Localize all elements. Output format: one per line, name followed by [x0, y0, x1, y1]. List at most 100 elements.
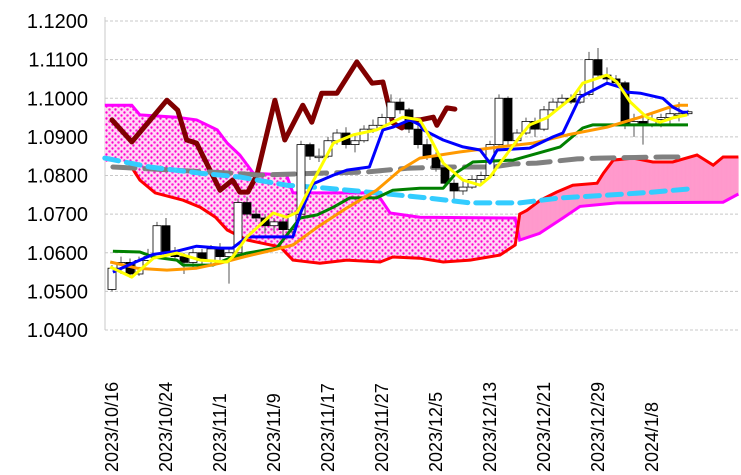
cloud-segment-bearish: [372, 192, 375, 262]
cloud-segment-bearish: [338, 192, 342, 262]
candle: [269, 217, 279, 232]
cloud-segment-bearish: [266, 173, 270, 245]
cloud-segment-bearish: [111, 105, 114, 162]
cloud-segment-bearish: [444, 217, 447, 262]
cloud-segment-bearish: [138, 113, 141, 181]
cloud-segment-bearish: [505, 217, 508, 252]
candle-body-up: [458, 186, 468, 192]
cloud-segment-bearish: [487, 217, 490, 258]
cloud-segment-bearish: [361, 192, 364, 262]
green-line: [112, 123, 688, 267]
cloud-segment-bullish: [536, 200, 540, 235]
cloud-segment-bearish: [491, 217, 495, 257]
cloud-segment-bearish: [199, 121, 202, 209]
cloud-segment-bearish: [161, 116, 164, 196]
y-tick-label: 1.0600: [27, 243, 88, 265]
cloud-segment-bullish: [624, 158, 628, 204]
cloud-segment-bearish: [309, 192, 312, 263]
cloud-segment-bullish: [646, 160, 650, 203]
senkou-span-b-line: [104, 103, 740, 242]
cloud-segment-bullish: [532, 204, 535, 237]
cloud-segment-bullish: [723, 156, 727, 203]
cloud-segment-bearish: [469, 217, 472, 261]
cloud-segment-bearish: [104, 105, 108, 162]
candle-body-down: [431, 155, 441, 169]
cloud-segment-bullish: [642, 159, 646, 203]
cloud-segment-bullish: [718, 157, 722, 203]
cloud-segment-bullish: [732, 156, 736, 198]
cloud-segment-bearish: [422, 217, 425, 259]
cloud-segment-bearish: [494, 217, 497, 257]
cloud-segment-bearish: [163, 116, 166, 196]
cloud-segment-bearish: [228, 144, 231, 232]
cloud-segment-bearish: [401, 214, 405, 258]
cloud-segment-bullish: [721, 156, 724, 203]
cloud-segment-bearish: [280, 174, 283, 250]
cloud-segment-bearish: [386, 206, 389, 260]
cloud-segment-bearish: [365, 192, 369, 262]
cloud-segment-bearish: [197, 120, 200, 207]
x-tick-label: 2023/10/16: [102, 382, 122, 472]
cloud-segment-bullish: [561, 188, 565, 220]
cloud-segment-bullish: [527, 207, 531, 238]
cloud-segment-bullish: [651, 161, 655, 203]
cloud-segment-bearish: [230, 146, 234, 233]
cloud-segment-bullish: [700, 157, 704, 203]
candle: [458, 181, 468, 195]
cloud-segment-bullish: [694, 154, 697, 203]
cloud-segment-bearish: [118, 105, 121, 162]
y-axis-labels: 1.1200 1.1100 1.1000 1.0900 1.0800 1.0700 1.06…: [27, 11, 88, 342]
x-tick-label: 2023/11/1: [210, 393, 230, 472]
cloud-segment-bearish: [453, 217, 456, 262]
cloud-segment-bearish: [318, 192, 321, 264]
cloud-segment-bearish: [109, 105, 112, 162]
candle-body-down: [440, 167, 450, 184]
cloud-segment-bullish: [660, 161, 664, 203]
cloud-segment-bearish: [260, 173, 263, 244]
cloud-segment-bearish: [179, 117, 182, 200]
cloud-segment-bearish: [473, 217, 477, 260]
cloud-segment-bearish: [350, 192, 353, 261]
cloud-segment-bearish: [257, 173, 261, 243]
cloud-segment-bearish: [345, 192, 348, 261]
cloud-segment-bearish: [442, 217, 445, 262]
candle: [305, 142, 315, 161]
cloud-segment-bullish: [655, 161, 659, 203]
cloud-segment-bearish: [406, 215, 409, 258]
cloud-segment-bearish: [327, 192, 330, 263]
candles: [107, 48, 693, 292]
cloud-segment-bearish: [368, 192, 371, 262]
cyan-dashed-line: [102, 155, 691, 206]
cloud-segment-bearish: [428, 217, 432, 261]
cloud-segment-bullish: [671, 161, 675, 203]
cloud-segment-bearish: [482, 217, 486, 258]
cloud-segment-bearish: [154, 115, 157, 194]
candle: [251, 208, 261, 222]
cloud-segment-bullish: [604, 168, 607, 205]
cloud-segment-bullish: [568, 185, 571, 215]
cloud-segment-bearish: [446, 217, 450, 262]
cloud-segment-bullish: [579, 184, 583, 208]
candle: [215, 243, 225, 261]
cloud-segment-bearish: [395, 213, 398, 258]
cloud-segment-bullish: [637, 158, 641, 204]
cloud-segment-bullish: [676, 159, 679, 203]
cloud-segment-bullish: [608, 162, 612, 204]
x-tick-label: 2023/10/24: [156, 382, 176, 472]
cloud-segment-bearish: [129, 105, 132, 168]
cloud-segment-bearish: [426, 217, 429, 260]
cloud-segment-bearish: [347, 192, 351, 261]
cloud-segment-bullish: [520, 211, 524, 240]
cloud-segment-bearish: [152, 115, 155, 193]
cloud-segment-bearish: [462, 217, 465, 261]
candle-body-up: [314, 155, 324, 159]
candle: [395, 98, 405, 114]
cloud-segment-bearish: [352, 192, 355, 261]
cloud-segment-bullish: [644, 160, 648, 203]
cloud-segment-bearish: [181, 117, 184, 201]
cloud-segment-bearish: [167, 116, 171, 197]
cloud-segment-bearish: [336, 192, 339, 262]
cloud-segment-bearish: [255, 173, 258, 243]
cloud-segment-bearish: [509, 217, 513, 249]
cloud-segment-bullish: [712, 163, 715, 203]
